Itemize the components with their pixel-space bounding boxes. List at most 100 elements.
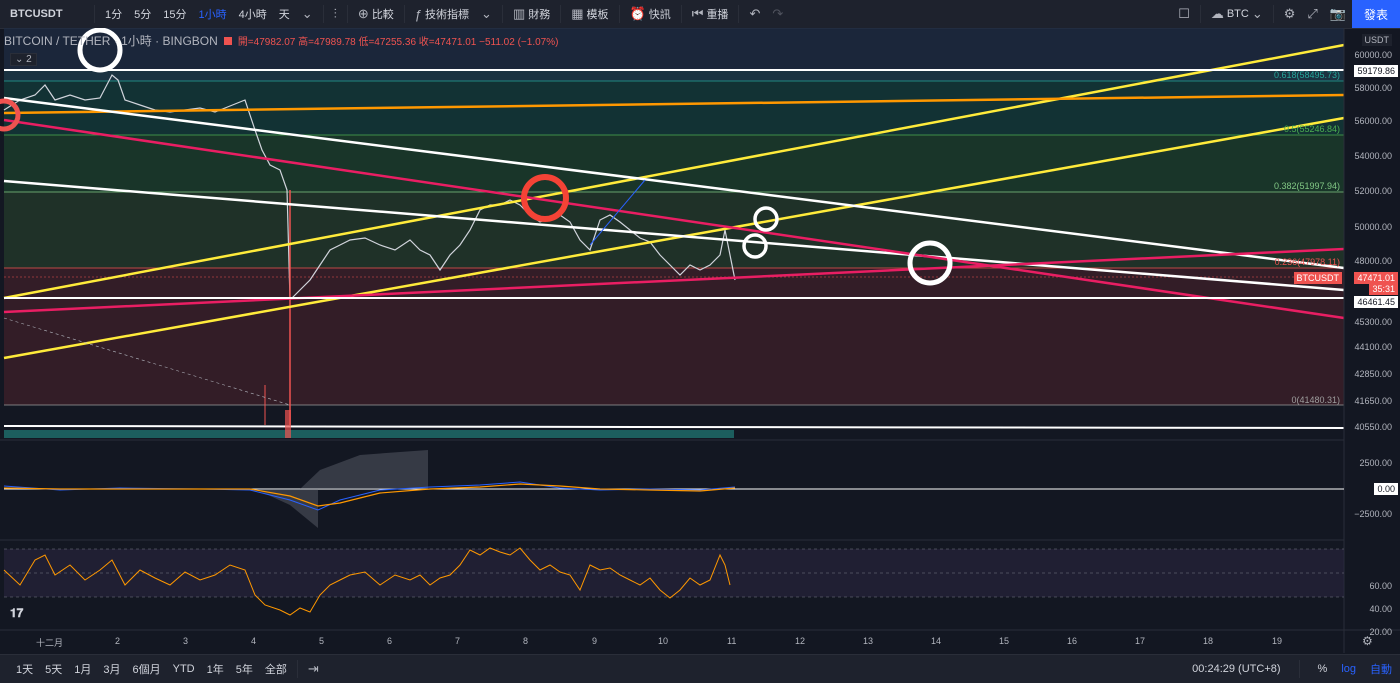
divider bbox=[346, 5, 348, 23]
yaxis-tick: 40550.00 bbox=[1354, 422, 1392, 432]
macd-histogram-up bbox=[300, 450, 428, 489]
interval-dropdown[interactable]: ⌄ bbox=[296, 6, 319, 22]
fib-label-0: 0(41480.31) bbox=[1291, 395, 1340, 405]
bottom-right: 00:24:29 (UTC+8) % log 自動 bbox=[1192, 660, 1392, 678]
fib-zone-top bbox=[4, 70, 1344, 81]
symbol-search[interactable]: BTCUSDT bbox=[10, 8, 63, 20]
layout-button[interactable]: ☐ bbox=[1172, 6, 1196, 22]
price-tag-low-line: 46461.45 bbox=[1354, 296, 1398, 308]
snapshot-button[interactable]: 📷 bbox=[1324, 6, 1352, 22]
clock-timezone[interactable]: 00:24:29 (UTC+8) bbox=[1192, 663, 1281, 675]
settings-button[interactable]: ⚙ bbox=[1278, 6, 1302, 22]
indicators-button[interactable]: ƒ 技術指標 bbox=[414, 6, 470, 22]
alerts-button[interactable]: ⏰ 快訊 bbox=[629, 6, 671, 21]
chart-type-button[interactable]: ⫶ bbox=[328, 6, 343, 22]
xaxis-tick: 11 bbox=[727, 636, 737, 646]
divider bbox=[738, 5, 740, 23]
fib-label-500: 0.5(55246.84) bbox=[1283, 124, 1340, 134]
templates-button[interactable]: ▦ 模板 bbox=[571, 6, 609, 21]
interval-1d[interactable]: 天 bbox=[278, 9, 290, 21]
range-1y[interactable]: 1年 bbox=[206, 664, 224, 676]
fib-zone-above bbox=[4, 28, 1344, 70]
toolbar-right: ☐ ☁ BTC ⌄ ⚙ ⤢ 📷 發表 bbox=[1172, 0, 1400, 28]
range-3m[interactable]: 3月 bbox=[103, 664, 121, 676]
macd-signal-line bbox=[3, 483, 736, 507]
marker-circle-red-2 bbox=[521, 174, 569, 222]
currency-button[interactable]: ☁ BTC ⌄ bbox=[1210, 6, 1263, 21]
grid-icon: ▦ bbox=[571, 6, 584, 21]
undo-icon: ↶ bbox=[749, 6, 761, 21]
fx-icon: ƒ bbox=[414, 6, 423, 22]
exchange-badge bbox=[223, 36, 232, 45]
yaxis-tick: 60000.00 bbox=[1354, 50, 1392, 60]
undo-button[interactable]: ↶ bbox=[743, 6, 766, 22]
fullscreen-button[interactable]: ⤢ bbox=[1301, 6, 1323, 22]
financials-button[interactable]: ▥ 財務 bbox=[512, 6, 551, 21]
interval-1h[interactable]: 1小時 bbox=[198, 9, 227, 21]
interval-5m[interactable]: 5分 bbox=[134, 9, 152, 21]
rsi-line bbox=[3, 547, 731, 616]
price-tag-countdown: 35:31 bbox=[1369, 283, 1398, 295]
xaxis-tick: 17 bbox=[1135, 636, 1146, 646]
price-tag-macd-zero: 0.00 bbox=[1374, 483, 1398, 495]
yaxis-tick: 50000.00 bbox=[1354, 222, 1392, 232]
range-1m[interactable]: 1月 bbox=[74, 664, 92, 676]
range-ytd[interactable]: YTD bbox=[172, 663, 195, 675]
range-all[interactable]: 全部 bbox=[264, 664, 287, 676]
axis-settings-gear-icon[interactable]: ⚙ bbox=[1362, 634, 1373, 648]
white-trendline-2 bbox=[3, 179, 1345, 292]
cloud-icon: ☁ bbox=[1210, 6, 1224, 21]
macd-histogram-down bbox=[255, 489, 318, 528]
fib-label-382: 0.382(51997.94) bbox=[1273, 181, 1340, 191]
divider bbox=[501, 5, 503, 23]
divider bbox=[1298, 660, 1300, 678]
percent-toggle[interactable]: % bbox=[1317, 663, 1328, 675]
chart-canvas[interactable] bbox=[0, 28, 1400, 653]
xaxis-tick: 10 bbox=[658, 636, 669, 646]
symbol-title[interactable]: BITCOIN / TETHER · 1小時 · BINGBON bbox=[4, 34, 218, 48]
auto-toggle[interactable]: 自動 bbox=[1370, 664, 1392, 676]
replay-button[interactable]: ⏮ 重播 bbox=[691, 6, 729, 21]
fib-zone-382 bbox=[4, 192, 1344, 268]
range-5y[interactable]: 5年 bbox=[235, 664, 253, 676]
pink-trendline-2 bbox=[3, 247, 1345, 314]
interval-4h[interactable]: 4小時 bbox=[238, 9, 267, 21]
chart-legend: BITCOIN / TETHER · 1小時 · BINGBON 開=47982… bbox=[4, 32, 558, 49]
divider bbox=[560, 5, 562, 23]
range-1d[interactable]: 1天 bbox=[16, 664, 34, 676]
rewind-icon: ⏮ bbox=[691, 6, 704, 21]
blue-ray bbox=[589, 179, 646, 246]
yaxis-tick: 54000.00 bbox=[1354, 151, 1392, 161]
indicator-collapse-button[interactable]: ⌄ 2 bbox=[10, 53, 37, 66]
range-5d[interactable]: 5天 bbox=[45, 664, 63, 676]
xaxis-tick: 3 bbox=[183, 636, 189, 646]
fib-zone-236 bbox=[4, 268, 1344, 405]
top-toolbar: BTCUSDT 1分 5分 15分 1小時 4小時 天 ⌄ ⫶ ⊕ 比較 ƒ 技術指… bbox=[0, 0, 1400, 29]
divider bbox=[322, 5, 324, 23]
white-horizontal-bottom bbox=[3, 425, 1345, 429]
marker-circle-white-1 bbox=[77, 28, 123, 73]
fullscreen-icon: ⤢ bbox=[1307, 6, 1318, 21]
goto-date-button[interactable]: ⇥ bbox=[302, 661, 325, 677]
yaxis-tick: 44100.00 bbox=[1354, 342, 1392, 352]
range-6m[interactable]: 6個月 bbox=[132, 664, 161, 676]
interval-1m[interactable]: 1分 bbox=[105, 9, 123, 21]
publish-button[interactable]: 發表 bbox=[1352, 0, 1400, 28]
divider bbox=[680, 5, 682, 23]
rsi-tick: 40.00 bbox=[1369, 604, 1392, 614]
yaxis-tick: 41650.00 bbox=[1354, 396, 1392, 406]
square-icon: ☐ bbox=[1178, 6, 1190, 21]
fib-label-236: 0.236(47978.11) bbox=[1274, 257, 1340, 267]
interval-15m[interactable]: 15分 bbox=[163, 9, 187, 21]
yaxis-currency: USDT bbox=[1361, 34, 1392, 46]
indicators-dropdown[interactable]: ⌄ bbox=[475, 6, 498, 22]
rsi-tick: 60.00 bbox=[1369, 581, 1392, 591]
chevron-down-icon: ⌄ bbox=[481, 6, 492, 21]
chart-area[interactable]: BITCOIN / TETHER · 1小時 · BINGBON 開=47982… bbox=[0, 28, 1400, 653]
xaxis-tick: 18 bbox=[1203, 636, 1214, 646]
compare-button[interactable]: ⊕ 比較 bbox=[357, 6, 394, 21]
log-toggle[interactable]: log bbox=[1341, 663, 1356, 675]
xaxis-tick: 5 bbox=[319, 636, 325, 646]
redo-button[interactable]: ↷ bbox=[766, 6, 789, 22]
yaxis-tick: 58000.00 bbox=[1354, 83, 1392, 93]
